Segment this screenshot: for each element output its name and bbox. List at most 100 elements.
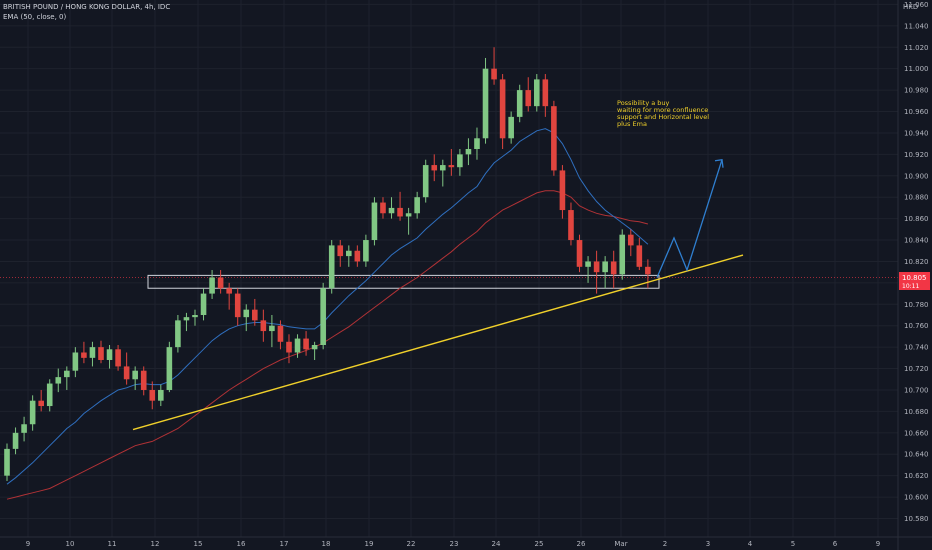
candle [388,197,395,219]
candle-body [645,266,651,275]
candle-body [311,344,318,350]
ema-red-line [6,190,649,500]
candle-body [636,245,643,267]
x-tick-label: Mar [614,540,627,548]
candle [431,154,438,182]
candle [380,197,386,219]
candle-body [525,90,532,107]
y-tick-label: 11.040 [904,22,929,30]
y-tick-label: 10.940 [904,129,929,137]
candle-body [29,400,36,425]
candle [98,340,104,364]
x-tick-label: 17 [280,540,289,548]
candle-body [559,170,566,211]
candle [72,347,79,378]
price-tag: 10.805 10:11 [899,272,930,290]
candle [465,138,472,166]
y-tick-label: 10.580 [904,515,929,523]
price-axis: 10.580 10.600 10.620 10.640 10.660 10.680 10.7… [897,0,929,550]
candle-body [380,202,386,214]
candle [645,259,651,289]
candle [29,395,36,431]
candle [46,379,53,412]
candles [4,47,651,482]
candle-body [363,240,369,262]
candle-body [226,288,232,294]
candle [115,344,121,371]
x-tick-label: 25 [535,540,544,548]
candle [354,245,361,267]
candle-body [482,68,489,139]
candle-body [252,309,258,321]
candle [81,341,87,364]
candle [559,165,566,219]
candle-body [38,400,44,407]
candle [311,341,318,360]
x-tick-label: 24 [492,540,501,548]
candle [474,127,480,160]
candle-body [602,261,608,273]
y-tick-label: 11.020 [904,44,929,52]
candle [286,334,292,364]
candle [328,240,335,294]
candle [192,309,198,326]
y-tick-label: 10.640 [904,451,929,459]
candle-body [89,347,96,358]
candle [525,77,532,112]
x-tick-label: 3 [706,540,710,548]
y-tick-label: 10.660 [904,429,929,437]
candle [106,344,113,369]
y-tick-label: 10.700 [904,386,929,394]
candle [619,229,626,280]
projection-path [656,159,723,278]
candle-body [106,349,113,360]
candle-body [286,341,292,353]
candle [132,366,138,390]
trendline [132,254,744,431]
y-tick-label: 10.760 [904,322,929,330]
candle [610,250,617,289]
x-tick-label: 4 [748,540,753,548]
x-tick-label: 26 [577,540,586,548]
candle [260,309,267,342]
candle-body [337,245,344,257]
x-tick-label: 11 [108,540,117,548]
candle [439,159,446,187]
annotation-line-2: waiting for more confluence [617,106,708,114]
candle-body [72,352,79,371]
symbol-title: BRITISH POUND / HONG KONG DOLLAR, 4h, ID… [3,3,171,11]
candle [123,352,130,385]
candle-body [328,245,335,289]
candle-body [516,90,523,117]
candle-body [397,207,403,217]
candle-body [98,347,104,360]
candle-body [371,202,378,241]
ema-red-path [6,190,649,500]
candle [64,366,70,390]
zone-rect [147,274,660,289]
candle-body [533,79,540,107]
price-tag-value: 10.805 [902,274,927,282]
candle [414,191,420,219]
indicator-title[interactable]: EMA (50, close, 0) [3,13,67,21]
candle [491,47,497,85]
x-tick-label: 19 [365,540,374,548]
candle-body [610,261,617,275]
candle [499,74,506,150]
x-tick-label: 22 [407,540,416,548]
x-tick-label: 23 [450,540,459,548]
candle-body [508,116,514,139]
candle [149,381,156,410]
candle [89,341,96,367]
candle [294,334,301,358]
candle-body [448,165,455,168]
candle-body [277,325,284,342]
candle-body [491,68,497,80]
candle [277,320,284,350]
candle-body [388,207,395,214]
candle-body [12,432,19,449]
candle [12,427,19,455]
y-tick-label: 10.840 [904,237,929,245]
candle-body [149,389,156,401]
